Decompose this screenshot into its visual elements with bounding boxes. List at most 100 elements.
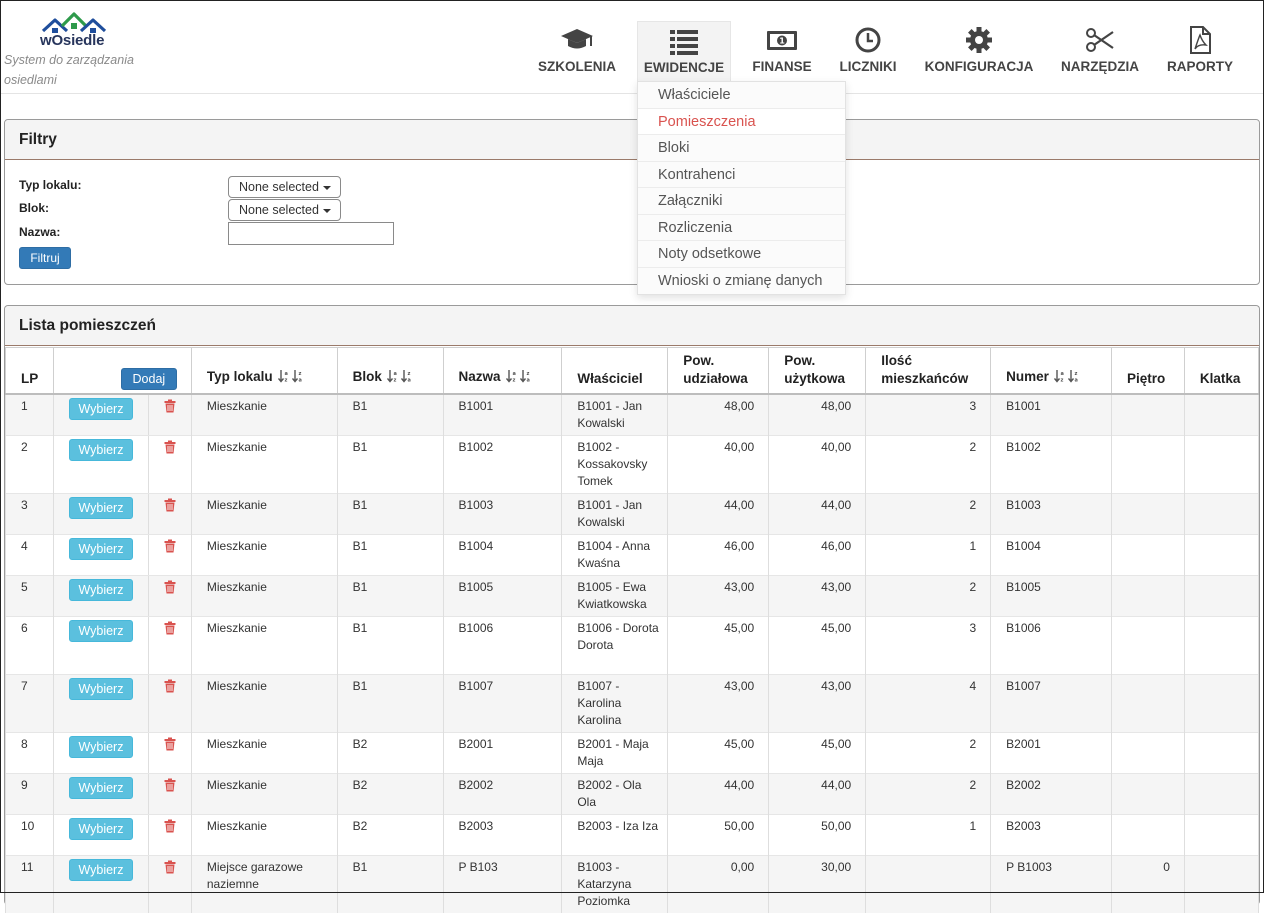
typ-lokalu-select[interactable]: None selected: [228, 176, 341, 198]
cell-pow-uzytkowa: 44,00: [768, 772, 867, 814]
cell-typ-lokalu: Mieszkanie: [190, 772, 338, 814]
rooms-table: LP Dodaj Typ lokalu a z z a Blok a z z a Nazwa a z…: [5, 347, 1260, 913]
menu-item-wlasciciele[interactable]: Właściciele: [638, 82, 845, 109]
col-numer[interactable]: Numer a z z a: [990, 347, 1112, 395]
trash-icon[interactable]: [149, 819, 191, 833]
cell-nazwa: B2002: [442, 772, 563, 814]
dodaj-button[interactable]: Dodaj: [120, 368, 177, 390]
cell-klatka: [1183, 393, 1260, 435]
cell-numer: B2003: [990, 813, 1112, 855]
wybierz-button[interactable]: Wybierz: [68, 397, 133, 420]
nav-ewidencje[interactable]: EWIDENCJE: [637, 21, 731, 81]
col-blok[interactable]: Blok a z z a: [336, 347, 444, 395]
nav-konfiguracja[interactable]: KONFIGURACJA: [916, 21, 1042, 81]
cell-pietro: [1110, 393, 1185, 435]
cell-nazwa: P B103: [442, 854, 563, 913]
nav-narzedzia[interactable]: NARZĘDZIA: [1055, 21, 1145, 81]
wybierz-button[interactable]: Wybierz: [68, 776, 133, 799]
menu-item-kontrahenci[interactable]: Kontrahenci: [638, 161, 845, 188]
wybierz-button[interactable]: Wybierz: [68, 817, 133, 840]
cell-typ-lokalu: Mieszkanie: [190, 533, 338, 575]
cell-ilosc-mieszkancow: 2: [865, 574, 992, 616]
list-icon: [638, 26, 730, 58]
trash-icon[interactable]: [149, 621, 191, 635]
cell-lp: 11: [5, 854, 54, 913]
nazwa-label: Nazwa:: [19, 225, 61, 239]
cell-pow-uzytkowa: 43,00: [768, 574, 867, 616]
col-typ-lokalu[interactable]: Typ lokalu a z z a: [190, 347, 338, 395]
cell-klatka: [1183, 813, 1260, 855]
nav-finanse[interactable]: 1 FINANSE: [745, 21, 819, 81]
wybierz-button[interactable]: Wybierz: [68, 677, 133, 700]
cell-actions: Wybierz: [52, 434, 192, 493]
wybierz-button[interactable]: Wybierz: [68, 858, 133, 881]
sort-asc-icon[interactable]: az: [277, 369, 290, 383]
cell-wlasciciel: B1002 - Kossakovsky Tomek: [561, 434, 669, 493]
cell-typ-lokalu: Mieszkanie: [190, 615, 338, 674]
sort-asc-icon[interactable]: az: [505, 369, 518, 383]
brand-tagline: System do zarządzania osiedlami: [4, 53, 134, 87]
cell-ilosc-mieszkancow: 2: [865, 772, 992, 814]
sort-asc-icon[interactable]: az: [386, 369, 399, 383]
trash-icon[interactable]: [149, 580, 191, 594]
wybierz-button[interactable]: Wybierz: [68, 537, 133, 560]
cell-wlasciciel: B1004 - Anna Kwaśna: [561, 533, 669, 575]
cell-klatka: [1183, 533, 1260, 575]
brand-name[interactable]: wOsiedle: [40, 32, 105, 49]
menu-item-wnioski[interactable]: Wnioski o zmianę danych: [638, 267, 845, 294]
wybierz-button[interactable]: Wybierz: [68, 496, 133, 519]
trash-icon[interactable]: [149, 860, 191, 874]
cell-pow-uzytkowa: 30,00: [768, 854, 867, 913]
menu-item-bloki[interactable]: Bloki: [638, 135, 845, 162]
trash-icon[interactable]: [149, 737, 191, 751]
trash-icon[interactable]: [149, 539, 191, 553]
trash-icon[interactable]: [149, 498, 191, 512]
menu-item-pomieszczenia[interactable]: Pomieszczenia: [638, 108, 845, 135]
nav-raporty[interactable]: RAPORTY: [1160, 21, 1240, 81]
nav-szkolenia[interactable]: SZKOLENIA: [532, 21, 622, 81]
cell-ilosc-mieszkancow: 3: [865, 615, 992, 674]
sort-desc-icon[interactable]: za: [519, 369, 532, 383]
wybierz-button[interactable]: Wybierz: [68, 578, 133, 601]
filtruj-button[interactable]: Filtruj: [19, 247, 71, 269]
select-cell: Wybierz: [54, 493, 149, 534]
trash-icon[interactable]: [149, 679, 191, 693]
cell-pow-uzytkowa: 44,00: [768, 492, 867, 534]
trash-icon[interactable]: [149, 778, 191, 792]
nav-liczniki[interactable]: LICZNIKI: [832, 21, 904, 81]
cell-klatka: [1183, 434, 1260, 493]
table-row: 7 Wybierz Mieszkanie B1 B1007 B1007 - Karolin…: [5, 673, 1260, 732]
wybierz-button[interactable]: Wybierz: [68, 438, 133, 461]
trash-icon[interactable]: [149, 440, 191, 454]
cell-pow-uzytkowa: 45,00: [768, 615, 867, 674]
col-pow-uz-label-2: użytkowa: [784, 370, 845, 386]
cell-actions: Wybierz: [52, 854, 192, 913]
menu-item-noty-odsetkowe[interactable]: Noty odsetkowe: [638, 241, 845, 268]
sort-desc-icon[interactable]: za: [291, 369, 304, 383]
delete-cell: [149, 436, 191, 454]
blok-select[interactable]: None selected: [228, 199, 341, 221]
cell-nazwa: B1003: [442, 492, 563, 534]
cell-klatka: [1183, 673, 1260, 732]
cell-nazwa: B1006: [442, 615, 563, 674]
cell-typ-lokalu: Mieszkanie: [190, 574, 338, 616]
menu-item-zalaczniki[interactable]: Załączniki: [638, 188, 845, 215]
sort-desc-icon[interactable]: za: [1067, 369, 1080, 383]
trash-icon[interactable]: [149, 399, 191, 413]
sort-desc-icon[interactable]: za: [400, 369, 413, 383]
wybierz-button[interactable]: Wybierz: [68, 735, 133, 758]
nazwa-input[interactable]: [228, 222, 394, 245]
cell-ilosc-mieszkancow: 2: [865, 731, 992, 773]
svg-text:z: z: [393, 377, 396, 383]
sort-asc-icon[interactable]: az: [1053, 369, 1066, 383]
cell-blok: B1: [336, 393, 444, 435]
cell-blok: B1: [336, 533, 444, 575]
col-nazwa[interactable]: Nazwa a z z a: [442, 347, 563, 395]
wybierz-button[interactable]: Wybierz: [68, 619, 133, 642]
col-wlasciciel-label: Właściciel: [577, 370, 643, 386]
menu-item-rozliczenia[interactable]: Rozliczenia: [638, 214, 845, 241]
